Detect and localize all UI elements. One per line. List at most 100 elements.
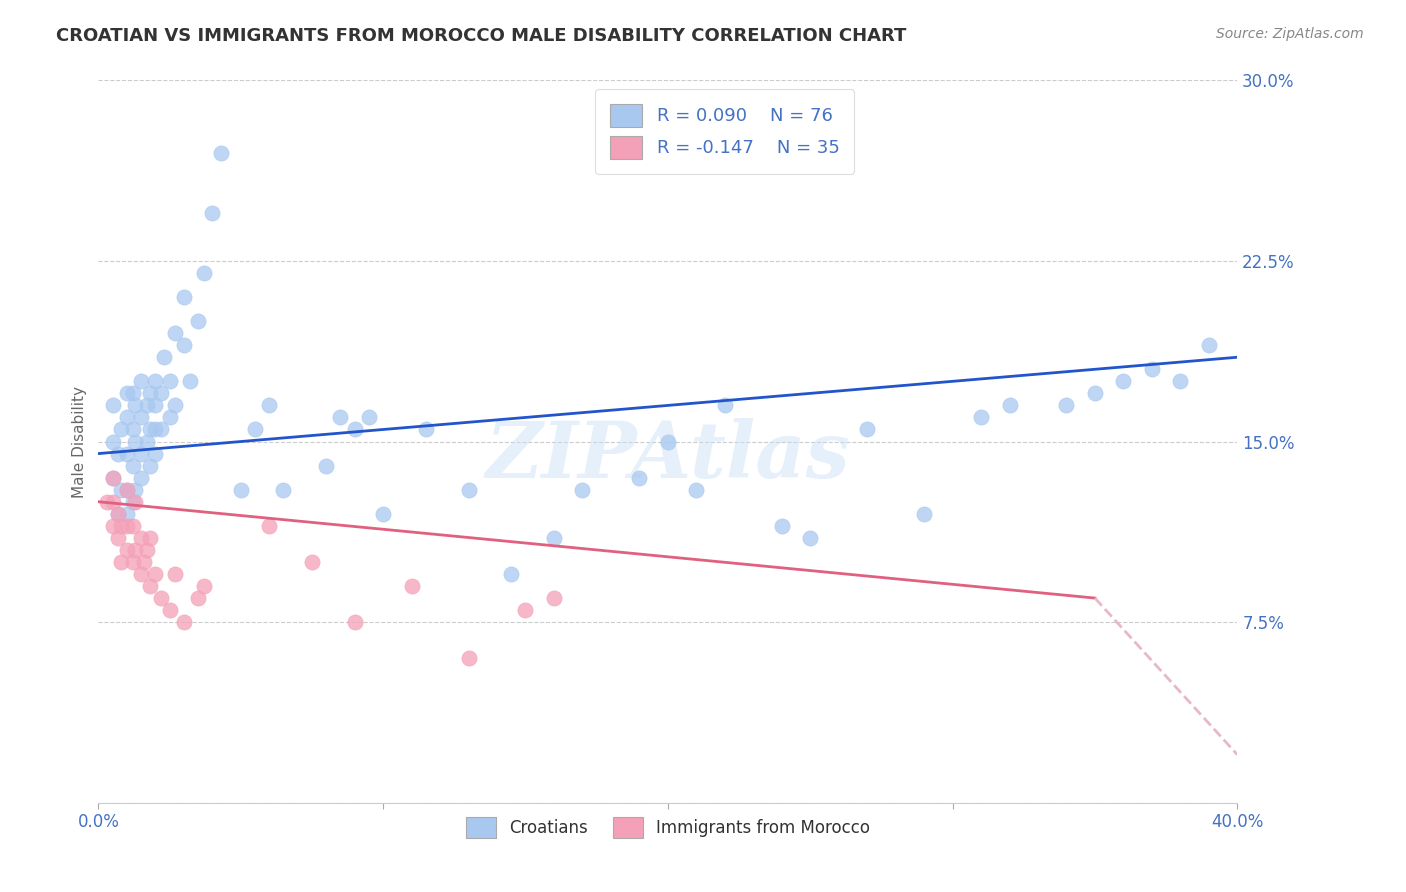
Point: [121, 555, 143, 569]
Point: [343, 422, 366, 436]
Point: [110, 483, 132, 497]
Point: [101, 494, 124, 508]
Point: [135, 542, 157, 557]
Point: [129, 446, 152, 460]
Point: [628, 470, 651, 484]
Point: [856, 422, 879, 436]
Point: [259, 518, 281, 533]
Point: [685, 483, 707, 497]
Point: [165, 567, 187, 582]
Point: [1170, 374, 1192, 388]
Point: [457, 483, 479, 497]
Point: [138, 458, 160, 473]
Point: [129, 567, 152, 582]
Legend: Croatians, Immigrants from Morocco: Croatians, Immigrants from Morocco: [458, 810, 877, 845]
Point: [201, 205, 224, 219]
Point: [179, 374, 201, 388]
Point: [1056, 398, 1078, 412]
Point: [124, 542, 146, 557]
Point: [115, 386, 138, 401]
Point: [209, 145, 232, 160]
Text: CROATIAN VS IMMIGRANTS FROM MOROCCO MALE DISABILITY CORRELATION CHART: CROATIAN VS IMMIGRANTS FROM MOROCCO MALE…: [56, 27, 907, 45]
Point: [135, 434, 157, 449]
Point: [153, 350, 176, 364]
Point: [457, 651, 479, 665]
Point: [138, 579, 160, 593]
Point: [115, 446, 138, 460]
Point: [357, 410, 380, 425]
Point: [150, 422, 173, 436]
Point: [138, 422, 160, 436]
Point: [329, 410, 352, 425]
Point: [101, 434, 124, 449]
Point: [115, 410, 138, 425]
Point: [150, 386, 173, 401]
Point: [115, 542, 138, 557]
Point: [124, 398, 146, 412]
Point: [145, 567, 167, 582]
Point: [110, 518, 132, 533]
Point: [1112, 374, 1135, 388]
Point: [912, 507, 935, 521]
Point: [135, 398, 157, 412]
Point: [1198, 338, 1220, 352]
Point: [373, 507, 395, 521]
Point: [107, 446, 129, 460]
Point: [129, 410, 152, 425]
Point: [193, 266, 215, 280]
Point: [129, 531, 152, 545]
Point: [343, 615, 366, 630]
Point: [121, 386, 143, 401]
Point: [132, 555, 155, 569]
Point: [107, 507, 129, 521]
Point: [714, 398, 737, 412]
Point: [273, 483, 295, 497]
Point: [571, 483, 593, 497]
Point: [101, 398, 124, 412]
Point: [96, 494, 118, 508]
Point: [124, 434, 146, 449]
Point: [799, 531, 821, 545]
Point: [115, 507, 138, 521]
Y-axis label: Male Disability: Male Disability: [72, 385, 87, 498]
Point: [259, 398, 281, 412]
Point: [121, 494, 143, 508]
Point: [229, 483, 252, 497]
Point: [173, 615, 195, 630]
Point: [121, 458, 143, 473]
Point: [173, 290, 195, 304]
Point: [110, 555, 132, 569]
Point: [1084, 386, 1107, 401]
Point: [1140, 362, 1163, 376]
Point: [998, 398, 1021, 412]
Point: [107, 531, 129, 545]
Point: [138, 386, 160, 401]
Point: [101, 470, 124, 484]
Point: [145, 446, 167, 460]
Point: [159, 410, 181, 425]
Point: [501, 567, 523, 582]
Point: [101, 518, 124, 533]
Point: [145, 374, 167, 388]
Point: [401, 579, 423, 593]
Point: [115, 483, 138, 497]
Point: [243, 422, 266, 436]
Point: [121, 422, 143, 436]
Text: ZIPAtlas: ZIPAtlas: [485, 417, 851, 494]
Point: [107, 507, 129, 521]
Text: Source: ZipAtlas.com: Source: ZipAtlas.com: [1216, 27, 1364, 41]
Point: [145, 398, 167, 412]
Point: [315, 458, 337, 473]
Point: [173, 338, 195, 352]
Point: [187, 314, 209, 328]
Point: [145, 422, 167, 436]
Point: [115, 483, 138, 497]
Point: [159, 603, 181, 617]
Point: [301, 555, 323, 569]
Point: [138, 531, 160, 545]
Point: [110, 422, 132, 436]
Point: [101, 470, 124, 484]
Point: [129, 470, 152, 484]
Point: [770, 518, 793, 533]
Point: [124, 483, 146, 497]
